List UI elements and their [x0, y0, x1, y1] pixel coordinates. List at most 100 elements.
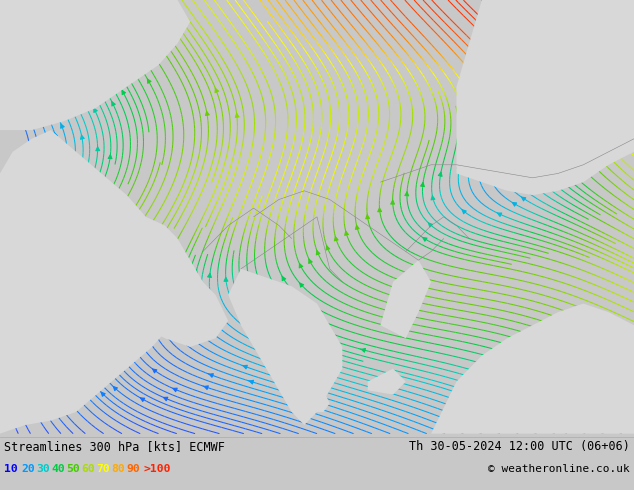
- FancyArrowPatch shape: [522, 172, 526, 176]
- FancyArrowPatch shape: [431, 196, 435, 200]
- FancyArrowPatch shape: [571, 79, 575, 83]
- FancyArrowPatch shape: [235, 113, 239, 118]
- FancyArrowPatch shape: [224, 277, 228, 281]
- FancyArrowPatch shape: [577, 77, 581, 81]
- FancyArrowPatch shape: [153, 369, 157, 373]
- FancyArrowPatch shape: [240, 280, 243, 285]
- Text: 40: 40: [51, 464, 65, 474]
- FancyArrowPatch shape: [334, 237, 338, 241]
- FancyArrowPatch shape: [205, 111, 209, 116]
- FancyArrowPatch shape: [578, 110, 583, 115]
- FancyArrowPatch shape: [512, 202, 517, 206]
- FancyArrowPatch shape: [378, 208, 382, 212]
- Text: 50: 50: [66, 464, 80, 474]
- FancyArrowPatch shape: [457, 165, 461, 169]
- FancyArrowPatch shape: [61, 124, 64, 128]
- FancyArrowPatch shape: [150, 248, 154, 253]
- FancyArrowPatch shape: [550, 124, 553, 128]
- FancyArrowPatch shape: [67, 296, 70, 300]
- FancyArrowPatch shape: [360, 348, 366, 352]
- FancyArrowPatch shape: [276, 370, 282, 374]
- FancyArrowPatch shape: [112, 101, 115, 106]
- FancyArrowPatch shape: [438, 172, 442, 176]
- Polygon shape: [380, 260, 431, 338]
- FancyArrowPatch shape: [91, 80, 95, 84]
- FancyArrowPatch shape: [268, 325, 272, 328]
- FancyArrowPatch shape: [308, 368, 314, 372]
- FancyArrowPatch shape: [108, 155, 112, 159]
- FancyArrowPatch shape: [119, 65, 123, 69]
- FancyArrowPatch shape: [578, 57, 582, 61]
- Text: 90: 90: [126, 464, 139, 474]
- FancyArrowPatch shape: [282, 276, 286, 281]
- FancyArrowPatch shape: [96, 147, 100, 151]
- FancyArrowPatch shape: [101, 392, 105, 396]
- Polygon shape: [431, 304, 634, 434]
- FancyArrowPatch shape: [554, 163, 558, 168]
- FancyArrowPatch shape: [146, 242, 150, 246]
- FancyArrowPatch shape: [37, 376, 41, 380]
- FancyArrowPatch shape: [275, 285, 278, 289]
- FancyArrowPatch shape: [82, 376, 85, 381]
- Polygon shape: [0, 130, 203, 434]
- Text: >100: >100: [143, 464, 171, 474]
- FancyArrowPatch shape: [523, 119, 526, 123]
- FancyArrowPatch shape: [562, 78, 566, 82]
- Text: 10: 10: [4, 464, 18, 474]
- FancyArrowPatch shape: [108, 220, 112, 224]
- FancyArrowPatch shape: [94, 219, 98, 223]
- FancyArrowPatch shape: [242, 365, 247, 369]
- FancyArrowPatch shape: [194, 270, 197, 274]
- FancyArrowPatch shape: [261, 285, 264, 289]
- FancyArrowPatch shape: [420, 182, 424, 187]
- Text: Th 30-05-2024 12:00 UTC (06+06): Th 30-05-2024 12:00 UTC (06+06): [409, 440, 630, 453]
- FancyArrowPatch shape: [46, 137, 49, 141]
- FancyArrowPatch shape: [429, 223, 432, 227]
- Polygon shape: [304, 390, 330, 412]
- FancyArrowPatch shape: [140, 398, 145, 401]
- FancyArrowPatch shape: [572, 59, 576, 64]
- FancyArrowPatch shape: [61, 107, 65, 111]
- FancyArrowPatch shape: [203, 386, 209, 390]
- FancyArrowPatch shape: [522, 197, 526, 201]
- FancyArrowPatch shape: [355, 225, 359, 229]
- Polygon shape: [456, 0, 634, 195]
- FancyArrowPatch shape: [207, 273, 211, 277]
- Polygon shape: [368, 368, 406, 394]
- FancyArrowPatch shape: [122, 90, 126, 95]
- FancyArrowPatch shape: [501, 138, 505, 143]
- Text: 80: 80: [111, 464, 125, 474]
- FancyArrowPatch shape: [366, 215, 370, 219]
- FancyArrowPatch shape: [538, 165, 541, 169]
- Polygon shape: [228, 269, 342, 425]
- FancyArrowPatch shape: [300, 283, 304, 287]
- FancyArrowPatch shape: [164, 256, 168, 261]
- FancyArrowPatch shape: [551, 88, 555, 92]
- FancyArrowPatch shape: [316, 250, 320, 255]
- FancyArrowPatch shape: [423, 238, 427, 241]
- FancyArrowPatch shape: [28, 144, 32, 148]
- FancyArrowPatch shape: [309, 259, 313, 264]
- FancyArrowPatch shape: [299, 264, 303, 268]
- FancyArrowPatch shape: [164, 397, 168, 401]
- FancyArrowPatch shape: [498, 213, 501, 217]
- FancyArrowPatch shape: [391, 200, 394, 204]
- FancyArrowPatch shape: [345, 231, 349, 235]
- FancyArrowPatch shape: [208, 374, 214, 377]
- Text: 70: 70: [96, 464, 110, 474]
- Text: © weatheronline.co.uk: © weatheronline.co.uk: [488, 464, 630, 474]
- FancyArrowPatch shape: [326, 246, 330, 250]
- FancyArrowPatch shape: [404, 192, 409, 196]
- FancyArrowPatch shape: [54, 133, 58, 137]
- FancyArrowPatch shape: [462, 210, 466, 214]
- FancyArrowPatch shape: [14, 327, 18, 332]
- Text: Streamlines 300 hPa [kts] ECMWF: Streamlines 300 hPa [kts] ECMWF: [4, 440, 225, 453]
- FancyArrowPatch shape: [514, 129, 518, 134]
- FancyArrowPatch shape: [313, 357, 318, 361]
- FancyArrowPatch shape: [483, 397, 489, 400]
- Text: 60: 60: [81, 464, 94, 474]
- FancyArrowPatch shape: [121, 222, 125, 226]
- FancyArrowPatch shape: [34, 273, 39, 277]
- FancyArrowPatch shape: [249, 380, 254, 384]
- FancyArrowPatch shape: [59, 359, 63, 364]
